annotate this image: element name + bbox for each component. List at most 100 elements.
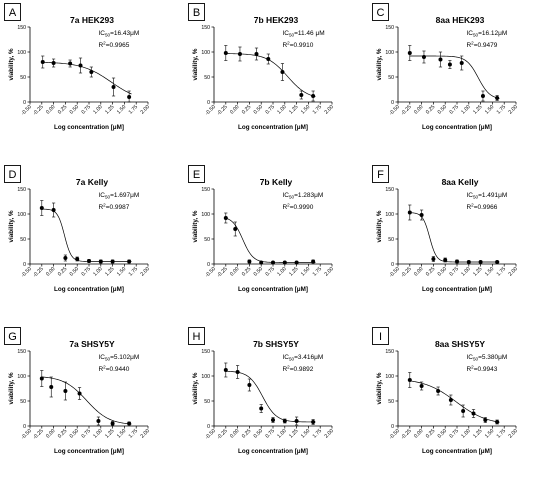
ic50-annotation: IC50=1.491μM <box>466 192 507 200</box>
fit-curve <box>225 217 316 263</box>
data-marker <box>280 70 285 74</box>
data-marker <box>299 93 304 97</box>
chart-panel-b: B 7b HEK293 0 50 100 150 -0.50 -0.25 0.00 0.25 0.5… <box>188 3 335 131</box>
x-tick-label: 0.25 <box>57 104 68 115</box>
x-tick-label: 1.50 <box>484 266 495 277</box>
data-marker <box>282 419 287 423</box>
data-marker <box>110 259 115 264</box>
y-tick-label: 150 <box>385 25 394 31</box>
r2-annotation: R2=0.9440 <box>98 365 129 373</box>
data-point <box>455 259 459 264</box>
data-point <box>266 53 271 65</box>
data-point <box>110 259 115 264</box>
data-point <box>223 45 228 61</box>
y-tick-label: 50 <box>388 75 394 81</box>
x-tick-label: 0.75 <box>449 104 460 115</box>
x-tick-label: 1.75 <box>312 104 323 115</box>
data-point <box>39 200 44 216</box>
data-point <box>39 370 44 387</box>
y-tick-label: 150 <box>17 187 26 193</box>
data-marker <box>235 370 240 374</box>
x-tick-label: 2.00 <box>140 428 151 439</box>
data-marker <box>407 51 412 55</box>
y-axis-label: viability, % <box>376 48 383 80</box>
panel-letter-box: H <box>188 327 205 345</box>
x-tick-label: 0.75 <box>81 428 92 439</box>
data-marker <box>421 55 426 59</box>
data-point <box>280 63 285 81</box>
data-point <box>51 202 56 218</box>
ic50-annotation: IC50=5.380μM <box>466 354 507 362</box>
panel-letter: D <box>9 169 17 181</box>
panel-letter-box: A <box>4 3 21 21</box>
data-point <box>448 394 453 406</box>
x-tick-label: 0.00 <box>45 104 56 115</box>
data-point <box>421 50 426 64</box>
x-tick-label: 0.25 <box>241 104 252 115</box>
x-tick-label: 0.75 <box>449 428 460 439</box>
x-tick-label: 0.25 <box>57 266 68 277</box>
data-point <box>75 256 80 262</box>
data-marker <box>75 257 80 261</box>
r2-annotation: R2=0.9990 <box>282 203 313 211</box>
ic50-annotation: IC50=11.46 μM <box>282 30 324 38</box>
data-point <box>495 260 500 264</box>
x-tick-label: 0.00 <box>229 104 240 115</box>
x-axis-label: Log concentration [μM] <box>238 286 308 293</box>
y-tick-label: 0 <box>391 262 394 268</box>
x-tick-label: 0.50 <box>253 104 264 115</box>
y-tick-label: 0 <box>23 424 26 430</box>
data-marker <box>438 57 443 62</box>
x-tick-label: 2.00 <box>140 266 151 277</box>
y-axis-label: viability, % <box>8 48 15 80</box>
data-marker <box>447 62 452 67</box>
x-tick-label: 0.00 <box>45 266 56 277</box>
panel-letter-box: B <box>188 3 205 21</box>
y-tick-label: 100 <box>201 374 210 380</box>
data-point <box>259 260 264 265</box>
data-point <box>223 212 228 224</box>
panel-letter-box: E <box>188 165 205 183</box>
data-point <box>247 378 252 392</box>
y-tick-label: 100 <box>201 50 210 56</box>
y-tick-label: 100 <box>385 50 394 56</box>
x-tick-label: 1.75 <box>312 266 323 277</box>
y-tick-label: 150 <box>17 349 26 355</box>
chart-panel-e: E 7b Kelly 0 50 100 150 -0.50 -0.25 0.00 0.25 0.50… <box>188 165 335 293</box>
data-marker <box>51 208 56 212</box>
panel-letter-frame <box>4 327 21 345</box>
data-point <box>478 260 483 264</box>
data-marker <box>127 95 132 99</box>
data-marker <box>436 389 441 393</box>
x-tick-label: -0.25 <box>400 428 413 441</box>
data-point <box>63 254 68 262</box>
y-tick-label: 150 <box>201 25 210 31</box>
chart-title: 8aa SHSY5Y <box>435 339 485 349</box>
fit-curve <box>409 212 500 263</box>
ic50-annotation: IC50=5.102μM <box>98 354 139 362</box>
x-tick-label: 0.00 <box>229 266 240 277</box>
x-tick-label: 2.00 <box>324 104 335 115</box>
y-tick-label: 0 <box>391 100 394 106</box>
data-marker <box>39 206 44 210</box>
data-marker <box>237 52 242 56</box>
fit-curve <box>409 55 500 99</box>
y-tick-label: 100 <box>385 212 394 218</box>
x-tick-label: 1.25 <box>288 104 299 115</box>
x-tick-label: 0.75 <box>265 428 276 439</box>
ic50-annotation: IC50=16.12μM <box>466 30 507 38</box>
data-point <box>461 404 466 418</box>
x-tick-label: 0.75 <box>265 266 276 277</box>
data-point <box>311 419 316 425</box>
x-tick-label: 1.25 <box>288 428 299 439</box>
r2-annotation: R2=0.9479 <box>466 41 497 49</box>
x-tick-label: 1.25 <box>104 428 115 439</box>
y-axis-label: viability, % <box>8 372 15 404</box>
data-point <box>436 386 441 396</box>
panel-letter-frame <box>372 165 389 183</box>
data-point <box>459 55 464 71</box>
y-axis-label: viability, % <box>376 372 383 404</box>
y-axis-label: viability, % <box>376 210 383 242</box>
data-point <box>40 55 45 69</box>
x-tick-label: 1.50 <box>116 104 127 115</box>
